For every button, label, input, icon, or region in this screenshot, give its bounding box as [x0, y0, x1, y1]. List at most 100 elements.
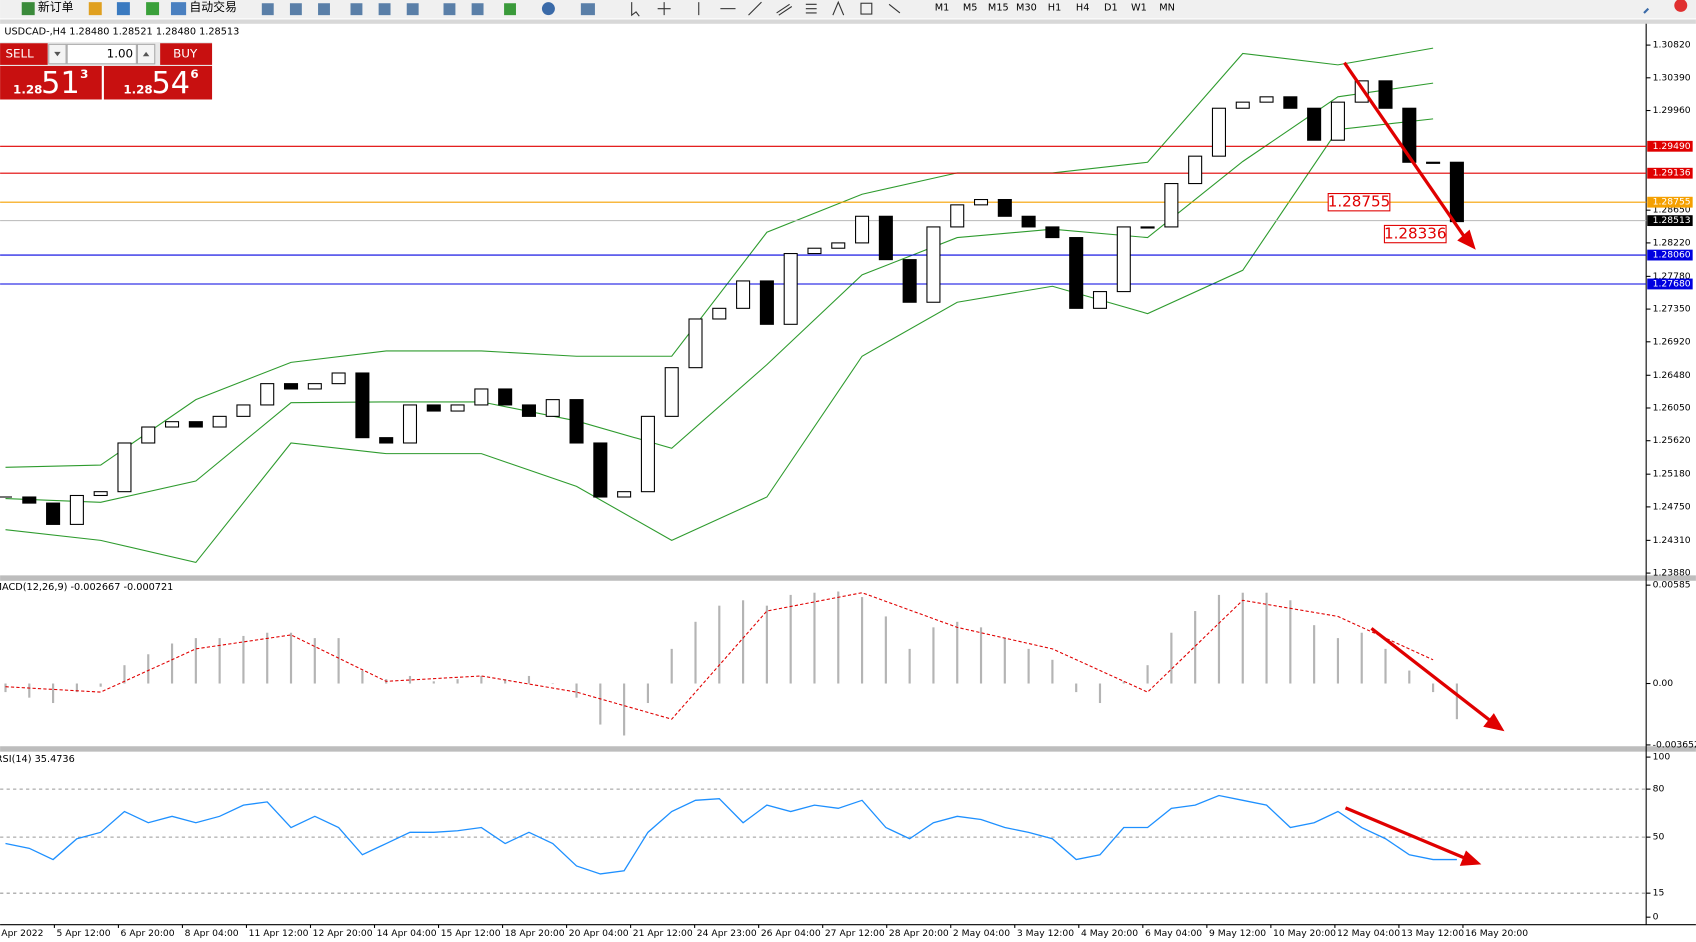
candle	[355, 372, 370, 439]
new-order-button[interactable]: 新订单	[38, 0, 74, 14]
price-level-label: 1.29136	[1653, 168, 1691, 179]
ask-box[interactable]	[103, 65, 213, 100]
icon[interactable]	[88, 2, 102, 16]
icon[interactable]	[350, 3, 363, 16]
histogram-bar	[337, 638, 340, 684]
timeframe-button[interactable]: M30	[1016, 3, 1037, 14]
icon[interactable]	[443, 3, 456, 16]
x-tick-label: 14 Apr 04:00	[377, 928, 437, 939]
price-level-label: 1.28513	[1653, 215, 1691, 226]
icon[interactable]	[471, 3, 484, 16]
y-tick-label: 1.28220	[1653, 237, 1691, 248]
arrowhead	[1457, 229, 1476, 250]
lot-input[interactable]	[66, 43, 137, 65]
icon[interactable]	[748, 1, 762, 16]
timeframe-button[interactable]: H1	[1048, 3, 1062, 14]
icon[interactable]	[832, 0, 845, 16]
icon[interactable]	[406, 3, 419, 16]
x-tick-label: 4 May 20:00	[1081, 928, 1138, 939]
x-tick-label: 3 May 12:00	[1017, 928, 1074, 939]
auto-trading-button[interactable]: 自动交易	[189, 0, 237, 14]
timeframe-button[interactable]: W1	[1131, 3, 1147, 14]
histogram-bar	[1455, 683, 1458, 720]
histogram-bar	[1098, 683, 1102, 704]
y-tick-label: 1.27350	[1653, 304, 1691, 315]
toolbar-bg	[0, 0, 1696, 19]
histogram-bar	[694, 621, 697, 684]
icon[interactable]	[860, 2, 873, 15]
icon[interactable]	[888, 3, 901, 14]
x-tick-label: 26 Apr 04:00	[761, 928, 821, 939]
timeframe-button[interactable]: D1	[1104, 3, 1118, 14]
y-tick-label: 1.25620	[1653, 435, 1691, 446]
candle	[1449, 161, 1464, 223]
histogram-bar	[742, 600, 745, 684]
separator	[0, 746, 1696, 752]
icon[interactable]	[580, 3, 595, 16]
candle	[379, 437, 394, 444]
ask-pips: 54	[152, 66, 191, 101]
histogram-bar	[147, 654, 150, 684]
candle	[260, 383, 275, 406]
y-tick-label: 1.24750	[1653, 501, 1691, 512]
price-level-label: 1.29490	[1653, 141, 1691, 152]
histogram-bar	[932, 627, 935, 684]
candle	[1235, 101, 1250, 109]
price-level-label: 1.28060	[1653, 250, 1691, 261]
timeframe-button[interactable]: M1	[935, 3, 950, 14]
macd-title: MACD(12,26,9) -0.002667 -0.000721	[0, 582, 173, 593]
icon[interactable]	[776, 3, 793, 16]
candle	[1045, 226, 1060, 239]
icon[interactable]	[318, 3, 330, 16]
sell-label[interactable]: SELL	[5, 47, 34, 61]
histogram-bar	[599, 683, 602, 725]
icon[interactable]	[170, 2, 187, 16]
bid-frac: 3	[80, 67, 88, 81]
candle	[688, 318, 703, 369]
candle	[450, 404, 465, 412]
icon	[54, 51, 61, 57]
candle	[1283, 96, 1298, 109]
candle	[1140, 226, 1155, 229]
candle	[783, 253, 798, 325]
arrowhead	[1459, 850, 1482, 866]
candle	[212, 415, 227, 428]
icon[interactable]	[378, 3, 391, 16]
icon[interactable]	[261, 3, 274, 16]
icon[interactable]	[1643, 7, 1650, 14]
timeframe-button[interactable]: M15	[988, 3, 1009, 14]
arrow	[1370, 627, 1494, 724]
signal-line	[5, 592, 1434, 720]
icon[interactable]	[657, 2, 671, 16]
y-tick-label: 1.30820	[1653, 40, 1691, 51]
icon[interactable]	[805, 3, 817, 14]
price-level-label: 1.28755	[1653, 197, 1691, 208]
histogram-bar	[979, 627, 983, 684]
histogram-bar	[408, 675, 412, 684]
arrowhead	[1483, 713, 1505, 732]
bid-box[interactable]	[0, 65, 102, 100]
candle	[1259, 96, 1274, 103]
icon[interactable]	[541, 2, 555, 16]
icon[interactable]	[21, 2, 35, 16]
icon[interactable]	[146, 2, 160, 16]
histogram-bar	[1408, 670, 1411, 684]
sell-button[interactable]	[0, 43, 48, 65]
x-tick-label: 6 May 04:00	[1145, 928, 1202, 939]
buy-button[interactable]	[160, 43, 213, 65]
histogram-bar	[623, 683, 626, 736]
histogram-bar	[123, 665, 126, 684]
x-tick-label: 28 Apr 20:00	[889, 928, 949, 939]
timeframe-button[interactable]: MN	[1159, 3, 1175, 14]
icon[interactable]	[1674, 0, 1688, 12]
price-level-tag	[1647, 140, 1693, 152]
timeframe-button[interactable]: H4	[1076, 3, 1090, 14]
lot-value[interactable]: 1.00	[107, 47, 133, 61]
timeframe-button[interactable]: M5	[963, 3, 978, 14]
icon[interactable]	[631, 2, 640, 17]
buy-label[interactable]: BUY	[173, 47, 198, 61]
icon[interactable]	[116, 2, 130, 16]
icon[interactable]	[289, 3, 302, 16]
icon[interactable]	[504, 3, 516, 16]
y-tick-label: 15	[1653, 888, 1665, 899]
